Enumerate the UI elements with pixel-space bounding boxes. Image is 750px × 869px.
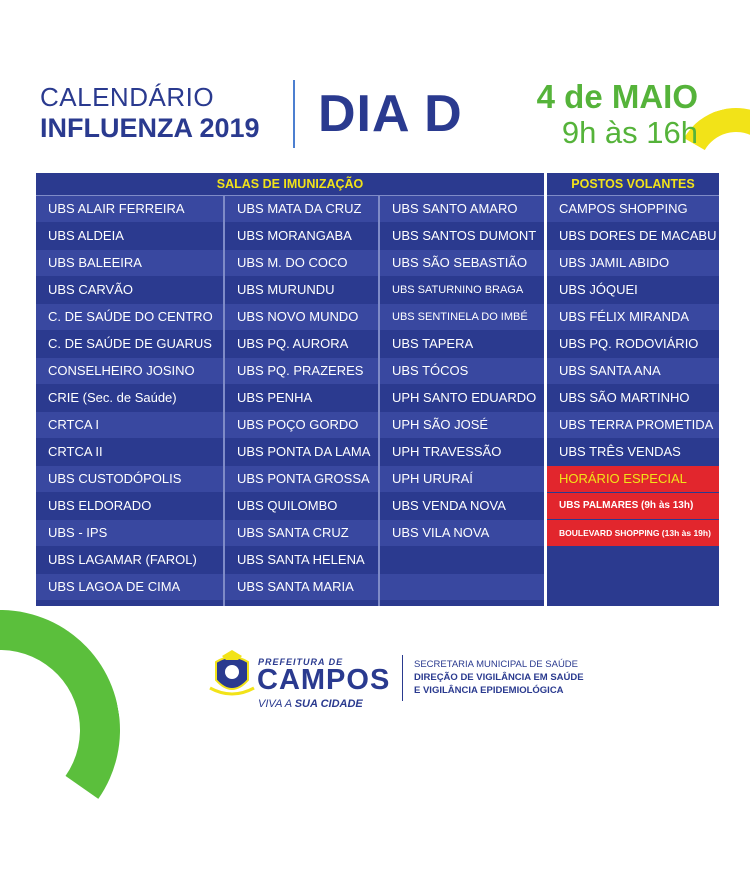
table-cell: UPH SANTO EDUARDO	[380, 385, 544, 411]
table-cell: UBS BALEEIRA	[36, 250, 223, 276]
column-separator	[223, 196, 225, 606]
table-cell: UBS TÓCOS	[380, 358, 544, 384]
table-cell: UBS SANTOS DUMONT	[380, 223, 544, 249]
campos-logo-text: CAMPOS	[257, 664, 391, 696]
table-cell: UBS SENTINELA DO IMBÉ	[380, 304, 544, 330]
table-cell: UBS SÃO MARTINHO	[547, 385, 719, 411]
table-cell: CRTCA I	[36, 412, 223, 438]
date-text: 4 de MAIO	[536, 78, 698, 115]
table-cell: UBS FÉLIX MIRANDA	[547, 304, 719, 330]
table-cell: UBS POÇO GORDO	[225, 412, 378, 438]
header-salas: SALAS DE IMUNIZAÇÃO	[216, 177, 364, 191]
table-cell: UBS MATA DA CRUZ	[225, 196, 378, 222]
table-cell: CONSELHEIRO JOSINO	[36, 358, 223, 384]
table-cell: UBS SANTA HELENA	[225, 547, 378, 573]
table-cell: UBS LAGAMAR (FAROL)	[36, 547, 223, 573]
column-2: UBS MATA DA CRUZ UBS MORANGABA UBS M. DO…	[225, 196, 378, 601]
time-text: 9h às 16h	[561, 115, 698, 150]
table-cell: UBS PONTA GROSSA	[225, 466, 378, 492]
table-cell: UBS SÃO SEBASTIÃO	[380, 250, 544, 276]
table-cell: UPH SÃO JOSÉ	[380, 412, 544, 438]
table-cell: C. DE SAÚDE DE GUARUS	[36, 331, 223, 357]
title-line-1: CALENDÁRIO	[40, 82, 215, 112]
table-cell-empty	[547, 547, 719, 573]
table-cell: UPH URURAÍ	[380, 466, 544, 492]
event-title: DIA D	[318, 85, 463, 143]
title-line-2: INFLUENZA 2019	[40, 113, 260, 143]
table-cell: UBS JAMIL ABIDO	[547, 250, 719, 276]
table-cell: UBS TERRA PROMETIDA	[547, 412, 719, 438]
table-cell: CRIE (Sec. de Saúde)	[36, 385, 223, 411]
table-cell: UBS PQ. AURORA	[225, 331, 378, 357]
table-cell: UBS CUSTODÓPOLIS	[36, 466, 223, 492]
table-cell: UBS SANTO AMARO	[380, 196, 544, 222]
prefeitura-label: PREFEITURA DE	[258, 657, 344, 667]
table-cell: UBS NOVO MUNDO	[225, 304, 378, 330]
table-cell: UBS TAPERA	[380, 331, 544, 357]
table-cell: UBS - IPS	[36, 520, 223, 546]
table-cell: UBS VENDA NOVA	[380, 493, 544, 519]
table-cell: UBS QUILOMBO	[225, 493, 378, 519]
table-cell: UPH TRAVESSÃO	[380, 439, 544, 465]
table-cell: UBS SANTA MARIA	[225, 574, 378, 600]
table-cell-empty	[547, 574, 719, 600]
table-cell: UBS PENHA	[225, 385, 378, 411]
table-cell: CRTCA II	[36, 439, 223, 465]
table-cell: UBS SATURNINO BRAGA	[380, 277, 544, 303]
table-cell: UBS MORANGABA	[225, 223, 378, 249]
calendar-title: CALENDÁRIO INFLUENZA 2019	[40, 82, 260, 144]
table-cell: C. DE SAÚDE DO CENTRO	[36, 304, 223, 330]
special-hours-item: BOULEVARD SHOPPING (13h às 19h)	[547, 520, 719, 546]
locations-table: SALAS DE IMUNIZAÇÃO POSTOS VOLANTES UBS …	[36, 173, 719, 606]
section-separator	[544, 173, 547, 606]
column-3: UBS SANTO AMARO UBS SANTOS DUMONT UBS SÃ…	[380, 196, 544, 601]
decorative-green-arc	[0, 590, 140, 869]
table-cell: UBS MURUNDU	[225, 277, 378, 303]
table-cell: UBS PQ. RODOVIÁRIO	[547, 331, 719, 357]
table-cell: CAMPOS SHOPPING	[547, 196, 719, 222]
table-cell: UBS VILA NOVA	[380, 520, 544, 546]
slogan-part-2: SUA CIDADE	[294, 698, 363, 710]
slogan-part-1: VIVA A	[258, 698, 292, 710]
title-divider	[293, 80, 295, 148]
footer-divider	[402, 655, 403, 701]
header-separator	[36, 195, 719, 196]
secretaria-line-1: SECRETARIA MUNICIPAL DE SAÚDE	[414, 659, 578, 670]
table-cell: UBS JÓQUEI	[547, 277, 719, 303]
table-cell: UBS PQ. PRAZERES	[225, 358, 378, 384]
secretaria-info: SECRETARIA MUNICIPAL DE SAÚDE DIREÇÃO DE…	[414, 658, 584, 697]
table-cell: UBS ELDORADO	[36, 493, 223, 519]
table-cell: UBS SANTA ANA	[547, 358, 719, 384]
table-cell	[380, 547, 544, 573]
table-cell: UBS SANTA CRUZ	[225, 520, 378, 546]
special-hours-item: UBS PALMARES (9h às 13h)	[547, 493, 719, 519]
special-hours-header: HORÁRIO ESPECIAL	[547, 466, 719, 492]
table-cell: UBS ALAIR FERREIRA	[36, 196, 223, 222]
secretaria-line-3: E VIGILÂNCIA EPIDEMIOLÓGICA	[414, 685, 564, 696]
table-cell	[380, 574, 544, 600]
table-cell: UBS TRÊS VENDAS	[547, 439, 719, 465]
table-cell: UBS CARVÃO	[36, 277, 223, 303]
secretaria-line-2: DIREÇÃO DE VIGILÂNCIA EM SAÚDE	[414, 672, 584, 683]
table-cell: UBS PONTA DA LAMA	[225, 439, 378, 465]
column-separator	[378, 196, 380, 606]
table-cell: UBS DORES DE MACABU	[547, 223, 719, 249]
table-cell: UBS ALDEIA	[36, 223, 223, 249]
coat-of-arms-logo	[209, 650, 255, 696]
slogan: VIVA A SUA CIDADE	[258, 698, 363, 710]
table-cell: UBS M. DO COCO	[225, 250, 378, 276]
column-4: CAMPOS SHOPPING UBS DORES DE MACABU UBS …	[547, 196, 719, 601]
column-1: UBS ALAIR FERREIRA UBS ALDEIA UBS BALEEI…	[36, 196, 223, 601]
header-postos: POSTOS VOLANTES	[571, 177, 695, 191]
event-date: 4 de MAIO 9h às 16h	[537, 78, 698, 150]
table-cell: UBS LAGOA DE CIMA	[36, 574, 223, 600]
